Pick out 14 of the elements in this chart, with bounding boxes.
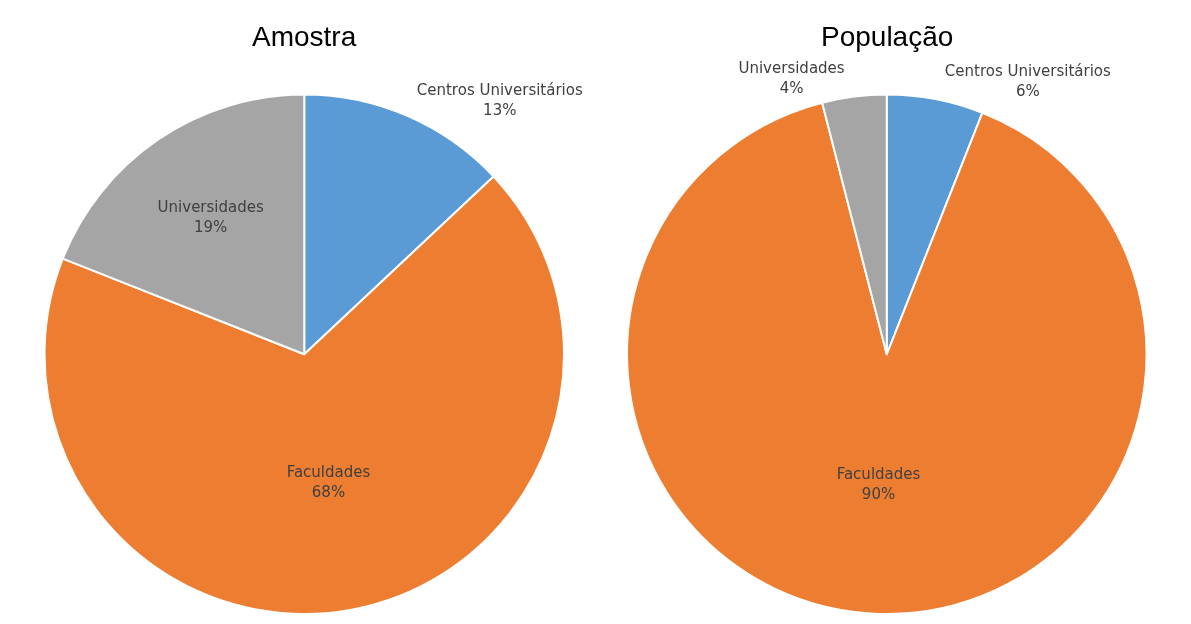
data-label: 6%	[1015, 81, 1040, 100]
slice-label: Faculdades	[286, 463, 371, 482]
slice-label: Universidades	[157, 198, 264, 217]
slice-label: Universidades	[738, 59, 845, 78]
data-label: 13%	[483, 100, 517, 119]
data-label: 4%	[779, 78, 804, 97]
data-label: 90%	[861, 484, 896, 503]
data-label: 68%	[311, 482, 346, 501]
slice-label: Faculdades	[836, 465, 921, 484]
slice-label: Centros Universitários	[416, 81, 583, 100]
data-label: 19%	[194, 217, 228, 236]
chart-title: Amostra	[252, 21, 357, 52]
slice-label: Centros Universitários	[944, 62, 1111, 81]
chart-title: População	[821, 21, 954, 52]
